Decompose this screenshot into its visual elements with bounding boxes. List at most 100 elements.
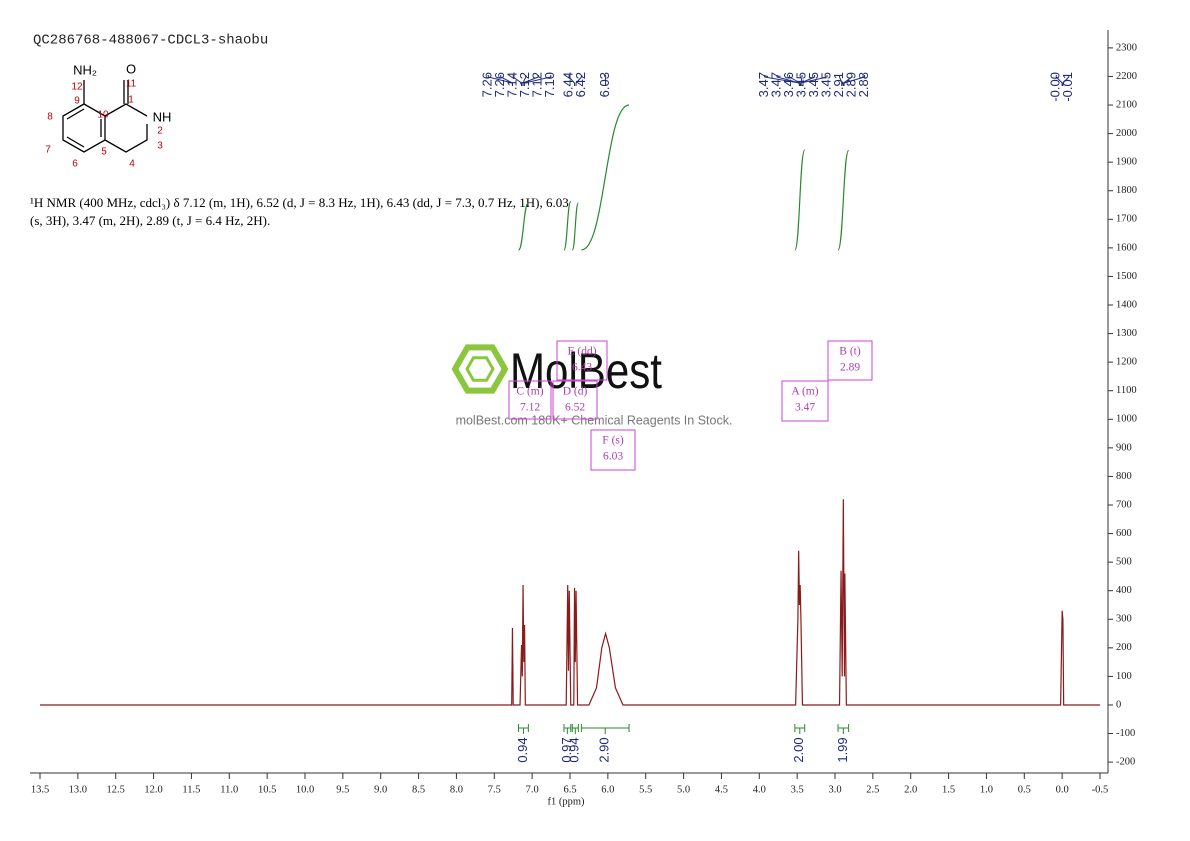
x-tick-label: 4.0	[753, 784, 766, 795]
peak-leader	[524, 75, 552, 86]
multiplet-name: A (m)	[791, 386, 818, 398]
atom-number: 11	[126, 79, 137, 90]
peak-label: 3.45	[806, 72, 821, 97]
integral-curve	[837, 149, 850, 251]
integral-curve	[517, 202, 529, 251]
y-tick-label: -200	[1116, 757, 1135, 768]
x-tick-label: 0.0	[1056, 784, 1069, 795]
y-tick-label: 200	[1116, 642, 1132, 653]
y-tick-label: 1000	[1116, 414, 1137, 425]
peak-leader	[839, 75, 843, 86]
integral-label: 0.94	[515, 737, 530, 762]
spectrum-line	[40, 499, 1100, 706]
peak-label: 3.47	[756, 72, 771, 97]
x-tick-label: 5.5	[639, 784, 652, 795]
y-tick-label: 900	[1116, 442, 1132, 453]
y-tick-label: 2200	[1116, 71, 1137, 82]
x-tick-label: 9.0	[374, 784, 387, 795]
y-tick-label: 1700	[1116, 214, 1137, 225]
x-tick-label: 1.5	[942, 784, 955, 795]
integral-curve	[571, 202, 579, 251]
y-tick-label: 1300	[1116, 328, 1137, 339]
peak-leader	[522, 75, 539, 86]
bond	[66, 136, 85, 148]
atom-label: O	[126, 61, 136, 76]
x-tick-label: 8.0	[450, 784, 463, 795]
x-tick-label: 9.5	[336, 784, 349, 795]
watermark-brand: MolBest	[510, 343, 662, 399]
y-tick-label: 0	[1116, 699, 1121, 710]
watermark-tagline: molBest.com 180K+ Chemical Reagents In S…	[456, 413, 733, 427]
multiplet-shift: 7.12	[520, 402, 540, 414]
x-tick-label: 10.5	[258, 784, 276, 795]
peak-label: 6.03	[597, 72, 612, 97]
atom-number: 7	[45, 145, 51, 156]
x-tick-label: 10.0	[296, 784, 314, 795]
y-tick-label: 1400	[1116, 299, 1137, 310]
atom-number: 3	[157, 141, 163, 152]
multiplet-name: F (s)	[602, 435, 624, 447]
peak-label: 6.44	[560, 72, 575, 97]
atom-number: 1	[128, 95, 134, 106]
atom-number: 12	[71, 82, 83, 93]
atom-number: 5	[101, 147, 107, 158]
integral-curve	[794, 149, 806, 251]
multiplet-box	[508, 380, 552, 420]
peak-label: 3.47	[768, 72, 783, 97]
x-axis-label: f1 (ppm)	[547, 796, 585, 807]
structure	[62, 80, 148, 153]
peak-leader	[842, 75, 853, 86]
y-tick-label: 2000	[1116, 128, 1137, 139]
multiplet-shift: 3.47	[795, 402, 815, 414]
x-tick-label: 7.0	[526, 784, 539, 795]
bond	[104, 103, 148, 117]
peak-leader	[512, 75, 523, 86]
multiplet-box	[552, 380, 598, 420]
x-tick-label: 2.5	[866, 784, 879, 795]
x-tick-label: 2.0	[904, 784, 917, 795]
atom-number: 2	[157, 126, 163, 137]
x-tick-label: 6.0	[601, 784, 614, 795]
integral-bracket	[580, 724, 630, 734]
y-tick-label: -100	[1116, 728, 1135, 739]
peak-leader	[568, 75, 576, 86]
peak-label: 6.42	[573, 72, 588, 97]
logo-hexagon	[451, 344, 509, 394]
peak-leader	[1062, 75, 1070, 86]
integral-bracket	[794, 724, 806, 734]
integral-bracket	[563, 724, 572, 734]
integral-label: 0.97	[559, 737, 574, 762]
peak-leader	[1055, 75, 1063, 86]
atom-number: 4	[129, 159, 135, 170]
peak-label: 7.12	[530, 72, 545, 97]
y-tick-label: 700	[1116, 499, 1132, 510]
y-tick-label: 1800	[1116, 185, 1137, 196]
atom-number: 6	[72, 159, 78, 170]
integral-label: 1.99	[835, 737, 850, 762]
x-tick-label: 11.5	[182, 784, 200, 795]
x-tick-label: -0.5	[1092, 784, 1109, 795]
x-tick-label: 13.0	[69, 784, 87, 795]
x-tick-label: 7.5	[488, 784, 501, 795]
x-tick-label: 12.0	[144, 784, 162, 795]
multiplet-shift: 2.89	[840, 362, 860, 374]
integral-label: 2.90	[597, 737, 612, 762]
multiplet-name: B (t)	[839, 346, 861, 358]
atom-number: 10	[97, 110, 109, 121]
bond	[66, 108, 85, 120]
x-tick-label: 11.0	[220, 784, 238, 795]
atom-number: 9	[74, 96, 80, 107]
integral-label: 0.94	[567, 737, 582, 762]
logo-hexagon-inner	[465, 356, 495, 382]
x-tick-label: 4.5	[715, 784, 728, 795]
multiplet-shift: 6.52	[565, 402, 585, 414]
peak-label: 7.26	[480, 72, 495, 97]
x-tick-label: 1.0	[980, 784, 993, 795]
y-tick-label: 400	[1116, 585, 1132, 596]
peak-label: 2.89	[843, 72, 858, 97]
y-tick-label: 100	[1116, 671, 1132, 682]
y-tick-label: 600	[1116, 528, 1132, 539]
peak-leader	[575, 75, 583, 86]
y-tick-label: 300	[1116, 614, 1132, 625]
